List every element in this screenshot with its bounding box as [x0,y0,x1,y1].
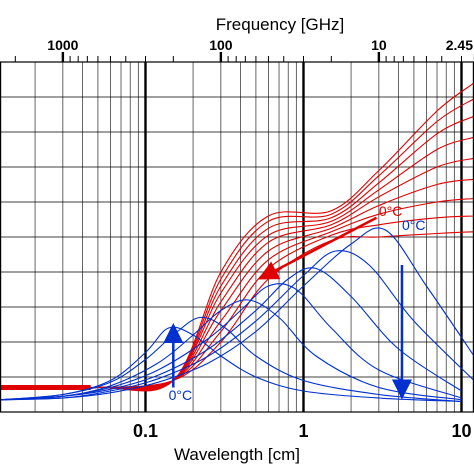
blue-series-line [0,227,474,401]
blue-series-line [0,299,462,401]
annotation-0c-label: 0°C [169,387,193,403]
blue-series-line [0,326,462,403]
x-tick-labels: 0.1 1 10 [133,421,472,441]
top-tick-label: 10 [371,37,387,53]
blue-series-line [0,267,462,401]
blue-series-line [0,316,462,403]
plot-frame [0,61,474,413]
annotation-arrows [163,216,412,400]
top-tick-labels: 1000 100 10 2.45 [47,37,473,53]
x-axis-label: Wavelength [cm] [174,445,300,464]
x-tick-label: 10 [451,421,471,441]
top-tick-label: 1000 [47,37,78,53]
annotation-0c-label: 0°C [379,203,403,219]
top-tick-label: 100 [209,37,233,53]
annotation-0c-label: 0°C [402,217,426,233]
annotation-labels: 0°C0°C0°C [169,203,426,403]
blue-series-line [0,250,474,401]
red-arrow [258,216,378,280]
blue-series-line [0,283,462,401]
top-axis-label: Frequency [GHz] [216,15,345,34]
x-tick-label: 0.1 [133,421,158,441]
red-series-line [0,82,474,392]
blue-curve-family [0,227,474,403]
major-gridlines [14,52,474,412]
top-tick-label: 2.45 [446,37,473,53]
x-tick-label: 1 [298,421,308,441]
